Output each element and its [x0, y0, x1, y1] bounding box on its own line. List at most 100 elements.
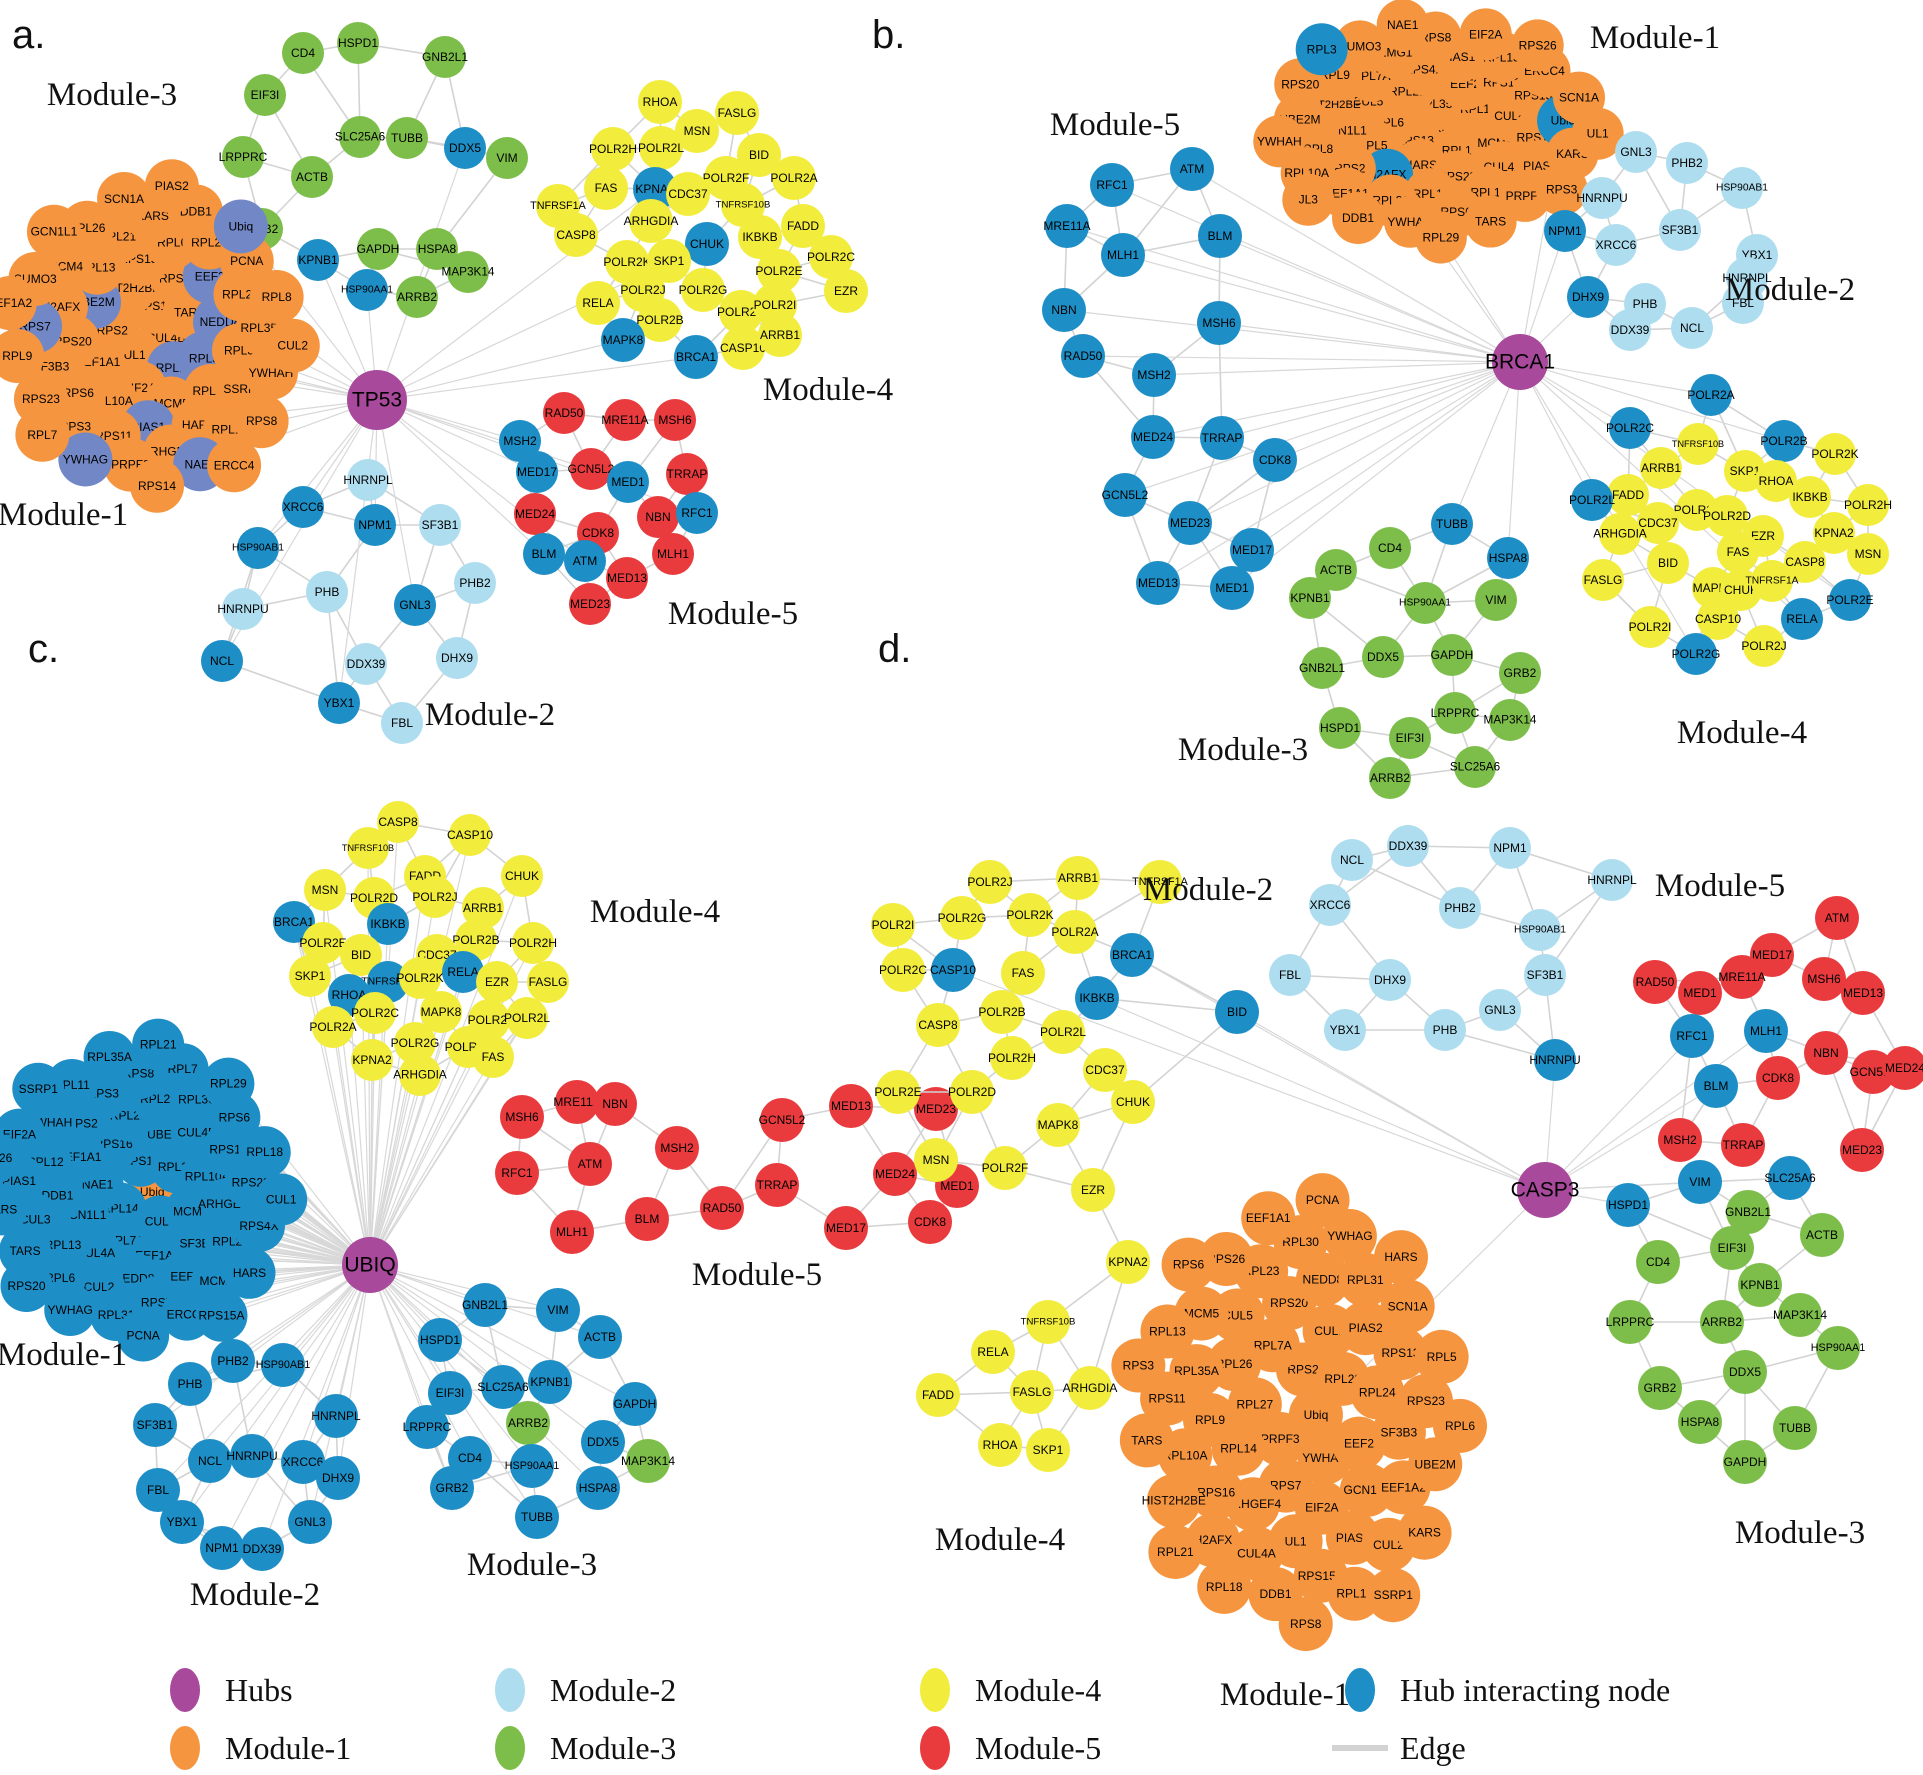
gene-node — [719, 290, 763, 334]
gene-label: RPL24 — [1359, 1385, 1396, 1399]
gene-node — [876, 1070, 920, 1114]
gene-node — [1694, 1064, 1738, 1108]
gene-label: MED24 — [515, 507, 555, 521]
gene-label: MED17 — [1752, 948, 1792, 962]
gene-node — [416, 228, 458, 270]
gene-label: RPS3 — [1546, 183, 1578, 197]
gene-label: RPL10A — [1163, 1448, 1208, 1462]
gene-label: RPL3 — [1307, 42, 1337, 56]
gene-node — [1042, 288, 1086, 332]
gene-label: HNRNPU — [226, 1449, 277, 1463]
gene-node — [1198, 214, 1242, 258]
gene-node — [625, 1197, 669, 1241]
gene-node — [1408, 1437, 1463, 1492]
module-label: Module-3 — [467, 1547, 597, 1583]
gene-label: POLR2A — [1051, 925, 1098, 939]
gene-label: RPL6 — [1445, 1419, 1475, 1433]
gene-label: MAP3K14 — [621, 1454, 675, 1468]
gene-label: RPS20 — [7, 1279, 45, 1293]
gene-label: MED1 — [1683, 986, 1717, 1000]
hub-edge — [369, 1059, 373, 1266]
gene-label: GNL3 — [399, 598, 431, 612]
gene-label: KARS — [0, 1202, 17, 1216]
legend-item: Module-2 — [495, 1668, 676, 1712]
gene-label: SLC25A6 — [335, 131, 386, 144]
gene-node — [316, 1456, 360, 1500]
gene-label: TNFRSF10B — [342, 843, 394, 853]
gene-node — [132, 1018, 185, 1071]
gene-label: POLR2I — [754, 298, 797, 312]
gene-node — [510, 1444, 554, 1488]
gene-label: RPL35A — [87, 1050, 132, 1064]
gene-label: EZR — [1081, 1183, 1105, 1197]
hub-edge — [369, 1264, 559, 1311]
gene-label: SKP1 — [295, 969, 326, 983]
gene-node — [1227, 1377, 1282, 1432]
gene-label: CASP8 — [918, 1018, 958, 1032]
gene-node — [1362, 636, 1404, 678]
gene-label: H2AFX — [1194, 1533, 1233, 1547]
gene-node — [394, 584, 436, 626]
module-label: Module-4 — [763, 372, 893, 408]
module-label: Module-1 — [0, 1337, 127, 1373]
gene-label: CDK8 — [582, 526, 614, 540]
gene-label: MSH2 — [660, 1141, 694, 1155]
gene-node — [318, 682, 360, 724]
gene-label: POLR2J — [1741, 639, 1786, 653]
gene-label: YBX1 — [1330, 1023, 1361, 1037]
gene-label: CASP8 — [1785, 555, 1825, 569]
gene-node — [58, 432, 113, 487]
gene-node — [339, 116, 381, 158]
gene-label: GCN5L2 — [568, 462, 615, 476]
gene-node — [528, 1360, 572, 1404]
hub-node — [1517, 1162, 1573, 1218]
gene-label: GNB2L1 — [1725, 1205, 1771, 1219]
module-label: Module-2 — [190, 1577, 320, 1613]
gene-node — [244, 74, 286, 116]
gene-node — [1629, 606, 1671, 648]
gene-node — [495, 1151, 539, 1195]
gene-label: EIF3I — [1718, 1241, 1747, 1255]
gene-label: MED13 — [607, 571, 647, 585]
gene-label: CD4 — [1378, 541, 1402, 555]
gene-node — [1567, 276, 1609, 318]
module-label: Module-2 — [1725, 272, 1855, 308]
gene-label: RPL7 — [27, 428, 57, 442]
gene-label: POLR2H — [509, 936, 557, 950]
gene-node — [1106, 1240, 1150, 1284]
legend-item-label: Edge — [1400, 1730, 1466, 1766]
gene-label: CD4 — [291, 46, 315, 60]
gene-label: CUL3 — [20, 1213, 51, 1227]
gene-label: RPL18 — [1206, 1580, 1243, 1594]
hub-node — [342, 1237, 398, 1293]
gene-label: POLR2B — [1760, 434, 1807, 448]
gene-node — [1599, 513, 1641, 555]
gene-node — [1424, 1009, 1466, 1051]
gene-label: LRPPRC — [1431, 706, 1480, 720]
gene-node — [1278, 1597, 1333, 1652]
gene-label: KPNB1 — [298, 253, 338, 267]
gene-node — [481, 1365, 525, 1409]
gene-label: POLR2L — [1569, 493, 1615, 507]
gene-node — [1710, 1226, 1754, 1270]
gene-node — [593, 1082, 637, 1126]
gene-node — [591, 127, 635, 171]
legend-item: Hub interacting node — [1345, 1668, 1670, 1712]
gene-node — [1083, 1048, 1127, 1092]
gene-label: MSH6 — [658, 413, 692, 427]
gene-node — [666, 453, 708, 495]
gene-node — [1678, 1160, 1722, 1204]
legend-swatch — [920, 1668, 950, 1712]
gene-label: LRPPRC — [219, 150, 268, 164]
gene-label: CDC37 — [668, 187, 708, 201]
gene-label: POLR2E — [874, 1085, 921, 1099]
legend-item: Edge — [1332, 1730, 1466, 1766]
edge — [1132, 1011, 1238, 1103]
gene-node — [454, 562, 496, 604]
gene-node — [1061, 334, 1105, 378]
gene-label: YBX1 — [324, 696, 355, 710]
gene-label: POLR2D — [948, 1085, 996, 1099]
gene-label: HSP90AB1 — [232, 543, 284, 554]
module-label: Module-5 — [1655, 868, 1785, 904]
gene-label: MED13 — [1843, 986, 1883, 1000]
